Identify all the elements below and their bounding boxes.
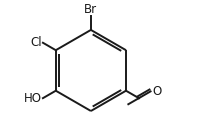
Text: Cl: Cl: [30, 36, 42, 49]
Text: HO: HO: [24, 92, 42, 105]
Text: Br: Br: [84, 3, 97, 16]
Text: O: O: [153, 85, 162, 98]
